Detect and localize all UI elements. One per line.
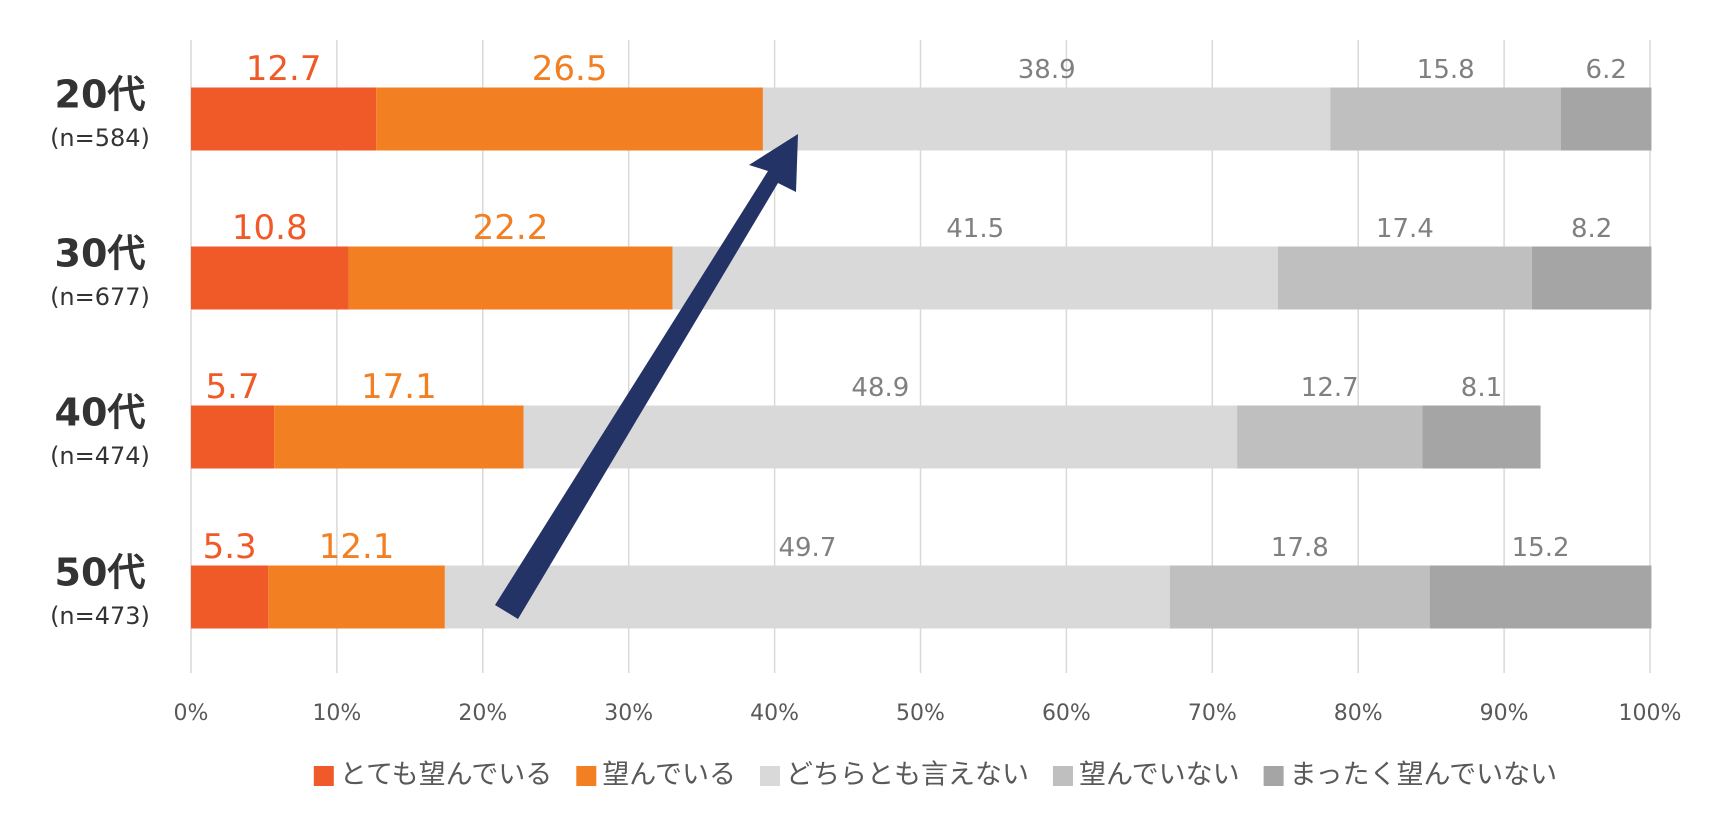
x-tick-label: 60% xyxy=(1042,701,1091,726)
x-tick-label: 70% xyxy=(1188,701,1237,726)
bar-segment xyxy=(1237,405,1423,469)
value-label: 12.7 xyxy=(1301,373,1359,403)
x-tick-label: 0% xyxy=(174,701,209,726)
bar-segment xyxy=(376,87,763,151)
bars xyxy=(191,87,1652,629)
x-tick-label: 50% xyxy=(896,701,945,726)
bar-segment xyxy=(1330,87,1562,151)
value-label: 48.9 xyxy=(851,373,909,403)
x-tick-label: 30% xyxy=(604,701,653,726)
legend-label: どちらとも言えない xyxy=(786,760,1029,791)
bar-segment xyxy=(1531,246,1652,310)
value-label: 26.5 xyxy=(532,49,608,89)
legend-swatch xyxy=(759,766,780,786)
category-sublabel: (n=474) xyxy=(50,442,150,470)
category-sublabel: (n=677) xyxy=(50,283,150,311)
bar-segment xyxy=(1561,87,1652,151)
x-tick-label: 100% xyxy=(1619,701,1682,726)
bar-segment xyxy=(1429,565,1652,629)
category-sublabel: (n=473) xyxy=(50,602,150,630)
value-label: 17.4 xyxy=(1376,214,1434,244)
legend-label: 望んでいる xyxy=(602,760,736,791)
legend: とても望んでいる 望んでいる どちらとも言えない 望んでいない まったく望んでいない xyxy=(313,760,1558,791)
category-label: 20代 xyxy=(55,73,146,117)
bar-segment xyxy=(191,87,377,151)
bar-segment xyxy=(1169,565,1430,629)
legend-swatch xyxy=(1052,766,1073,786)
value-label: 10.8 xyxy=(232,208,308,248)
x-tick-label: 10% xyxy=(312,701,361,726)
value-label: 8.1 xyxy=(1461,373,1502,403)
x-tick-label: 80% xyxy=(1334,701,1383,726)
bar-segment xyxy=(268,565,445,629)
x-tick-label: 90% xyxy=(1480,701,1529,726)
value-label: 22.2 xyxy=(473,208,549,248)
value-label: 15.2 xyxy=(1512,533,1570,563)
bar-segment xyxy=(191,565,269,629)
bar-segment xyxy=(762,87,1331,151)
legend-swatch xyxy=(1263,766,1284,786)
bar-segment xyxy=(444,565,1170,629)
labels: 0% 10% 20% 30% 40% 50% 60% 70% 80% 90% 100% 20代 (n=5… xyxy=(50,49,1681,726)
trend-arrow xyxy=(495,134,798,619)
category-label: 30代 xyxy=(55,232,146,276)
category-label: 40代 xyxy=(55,391,146,435)
value-label: 41.5 xyxy=(946,214,1004,244)
value-label: 49.7 xyxy=(778,533,836,563)
category-sublabel: (n=584) xyxy=(50,124,150,152)
bar-segment xyxy=(523,405,1238,469)
x-tick-label: 40% xyxy=(750,701,799,726)
value-label: 17.1 xyxy=(361,367,437,407)
value-label: 38.9 xyxy=(1018,55,1076,85)
value-label: 12.7 xyxy=(246,49,322,89)
legend-swatch xyxy=(576,766,597,786)
value-label: 12.1 xyxy=(319,527,395,567)
legend-label: 望んでいない xyxy=(1079,760,1240,791)
legend-swatch xyxy=(313,766,334,786)
bar-segment xyxy=(274,405,524,469)
legend-label: とても望んでいる xyxy=(340,760,553,791)
value-label: 5.7 xyxy=(206,367,260,407)
bar-segment xyxy=(191,246,349,310)
legend-label: まったく望んでいない xyxy=(1290,760,1558,791)
bar-segment xyxy=(1277,246,1532,310)
value-label: 6.2 xyxy=(1586,55,1627,85)
bar-segment xyxy=(672,246,1278,310)
bar-segment xyxy=(191,405,275,469)
value-label: 5.3 xyxy=(203,527,257,567)
bar-segment xyxy=(1422,405,1541,469)
bar-segment xyxy=(348,246,673,310)
value-label: 15.8 xyxy=(1417,55,1475,85)
value-label: 17.8 xyxy=(1271,533,1329,563)
category-label: 50代 xyxy=(55,551,146,595)
value-label: 8.2 xyxy=(1571,214,1612,244)
x-tick-label: 20% xyxy=(458,701,507,726)
